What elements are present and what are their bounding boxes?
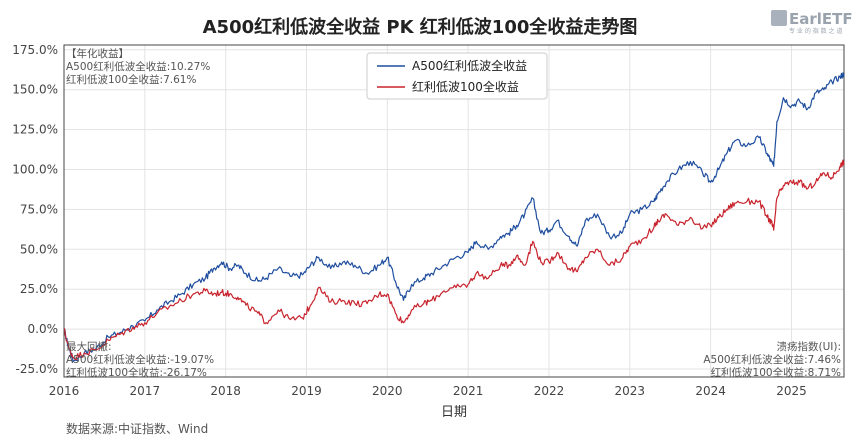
y-tick-label: 50.0%: [20, 242, 58, 256]
annual-a500: A500红利低波全收益:10.27%: [66, 60, 210, 73]
ulcer-index-annotation: 溃疡指数(UI): A500红利低波全收益:7.46% 红利低波100全收益:8…: [703, 340, 841, 379]
chart-title: A500红利低波全收益 PK 红利低波100全收益走势图: [203, 16, 638, 38]
y-tick-label: -25.0%: [16, 362, 58, 376]
y-tick-label: 100.0%: [12, 163, 58, 177]
x-tick-label: 2025: [776, 384, 807, 398]
grid: [63, 45, 844, 377]
series-line-a500: [63, 72, 845, 363]
annual-hl100: 红利低波100全收益:7.61%: [66, 73, 196, 86]
legend-label-a500: A500红利低波全收益: [412, 58, 527, 73]
x-axis-ticks: 2016 2017 2018 2019 2020 2021 2022 2023 2024 2025: [49, 384, 807, 398]
ulcer-a500: A500红利低波全收益:7.46%: [703, 353, 841, 366]
x-tick-label: 2023: [615, 384, 646, 398]
series-line-hl100: [63, 159, 845, 361]
data-source: 数据来源:中证指数、Wind: [66, 421, 208, 436]
ulcer-hl100: 红利低波100全收益:8.71%: [711, 366, 841, 379]
drawdown-a500: A500红利低波全收益:-19.07%: [66, 353, 214, 366]
y-tick-label: 175.0%: [12, 43, 58, 57]
logo-subtext: 专 业 的 指 数 之 道: [789, 27, 842, 35]
y-tick-label: 25.0%: [20, 282, 58, 296]
logo-mark-icon: [771, 10, 787, 26]
x-tick-label: 2019: [291, 384, 322, 398]
legend: A500红利低波全收益 红利低波100全收益: [366, 52, 548, 100]
x-tick-label: 2022: [534, 384, 565, 398]
y-tick-label: 0.0%: [28, 322, 59, 336]
plot-frame: [63, 44, 845, 378]
max-drawdown-annotation: 最大回撤: A500红利低波全收益:-19.07% 红利低波100全收益:-26…: [66, 340, 214, 379]
legend-box: [366, 52, 548, 100]
y-axis-ticks: -25.0% 0.0% 25.0% 50.0% 75.0% 100.0% 125.0% 150…: [12, 43, 58, 376]
brand-logo: EarlETF 专 业 的 指 数 之 道: [771, 10, 853, 35]
logo-text: EarlETF: [789, 10, 853, 28]
x-tick-label: 2016: [49, 384, 80, 398]
x-tick-label: 2017: [130, 384, 161, 398]
x-tick-label: 2018: [210, 384, 241, 398]
annual-header: 【年化收益】: [66, 47, 129, 60]
series-layer: [63, 72, 845, 363]
x-axis-label: 日期: [441, 405, 467, 420]
x-tick-label: 2020: [372, 384, 403, 398]
x-tick-label: 2024: [695, 384, 726, 398]
y-tick-label: 75.0%: [20, 202, 58, 216]
x-tick-label: 2021: [453, 384, 484, 398]
y-tick-label: 150.0%: [12, 83, 58, 97]
legend-label-hl100: 红利低波100全收益: [412, 79, 519, 94]
drawdown-header: 最大回撤:: [66, 340, 112, 353]
annual-return-annotation: 【年化收益】 A500红利低波全收益:10.27% 红利低波100全收益:7.6…: [66, 47, 210, 86]
ulcer-header: 溃疡指数(UI):: [776, 340, 841, 353]
drawdown-hl100: 红利低波100全收益:-26.17%: [66, 366, 207, 379]
y-tick-label: 125.0%: [12, 123, 58, 137]
